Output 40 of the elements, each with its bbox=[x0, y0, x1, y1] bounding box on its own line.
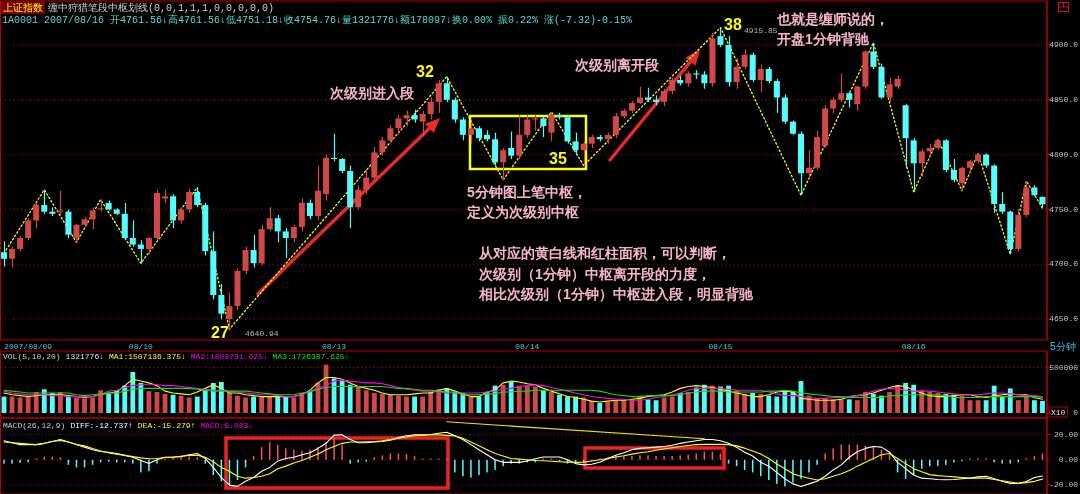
chart-subtitle: 1321776↓ bbox=[65, 352, 105, 361]
annotation: 32 bbox=[416, 63, 434, 80]
y-tick-label: 4800.0 bbox=[1049, 149, 1079, 159]
annotation: 38 bbox=[724, 16, 742, 33]
annotation: 4915.85 bbox=[744, 26, 778, 35]
x-tick-label: 08/10 bbox=[128, 342, 154, 351]
y-tick-label: 0 bbox=[1073, 408, 1079, 418]
y-tick-label: 4850.0 bbox=[1049, 94, 1079, 104]
chart-title: MACD(26,12,9) bbox=[3, 421, 66, 430]
y-tick-label: 0.00 bbox=[1058, 454, 1079, 464]
text: MA1:1507136.375↓ bbox=[109, 352, 186, 361]
annotation: 1A0001 2007/08/16 开4761.56↓高4761.56↓低4751.18↓收4754.76↓量1321776↓额178097↓换0.00% 振0.22% 涨(-7.32)-0.15% bbox=[2, 14, 633, 26]
y-tick-label: -20.00 bbox=[1049, 480, 1079, 490]
x-axis-title: 5分钟 bbox=[1050, 341, 1076, 352]
text: MA3:1726387.625↓ bbox=[272, 352, 350, 361]
y-tick-label: 500000 bbox=[1049, 362, 1079, 372]
annotation: 5分钟图上笔中枢，定义为次级别中枢 bbox=[466, 184, 587, 220]
y-tick-label: 4700.0 bbox=[1049, 259, 1079, 269]
annotation: MACD:5.083↓ bbox=[200, 421, 254, 430]
x-tick-label: 08/16 bbox=[901, 342, 926, 351]
annotation: 27 bbox=[211, 324, 229, 341]
annotation: 次级别离开段 bbox=[575, 57, 660, 73]
series-label: DIFF:-12.737↑ bbox=[70, 421, 133, 430]
annotation: 次级别进入段 bbox=[330, 85, 415, 101]
chart-title: VOL(5,10,20) bbox=[3, 352, 61, 361]
annotation: 35 bbox=[549, 150, 567, 167]
annotation: 4640.94 bbox=[245, 329, 279, 338]
x-tick-label: 08/13 bbox=[322, 342, 347, 351]
annotation: 也就是缠师说的，开盘1分钟背驰 bbox=[776, 11, 889, 47]
chart-subtitle: 缠中狩猎笔段中枢划线(0,0,1,1,1,0,0,0,0,0) bbox=[48, 2, 275, 14]
y-tick-label: 4750.0 bbox=[1049, 204, 1079, 214]
x-tick-label: 08/15 bbox=[708, 342, 733, 351]
annotation: 从对应的黄白线和红柱面积，可以判断，次级别（1分钟）中枢离开段的力度，相比次级别（1分钟）中枢进入段，明显背驰 bbox=[478, 245, 754, 302]
y-tick-label: 4650.0 bbox=[1049, 314, 1079, 324]
text: DEA:-15.279↑ bbox=[137, 421, 196, 430]
x-tick-label: 08/14 bbox=[515, 342, 540, 351]
x-tick-label: 2007/08/09 bbox=[4, 342, 53, 351]
y-tick-label: 4900.0 bbox=[1049, 39, 1079, 49]
y-tick-label: 20.00 bbox=[1053, 429, 1079, 439]
text: MA2:1808731.625↓ bbox=[190, 352, 268, 361]
